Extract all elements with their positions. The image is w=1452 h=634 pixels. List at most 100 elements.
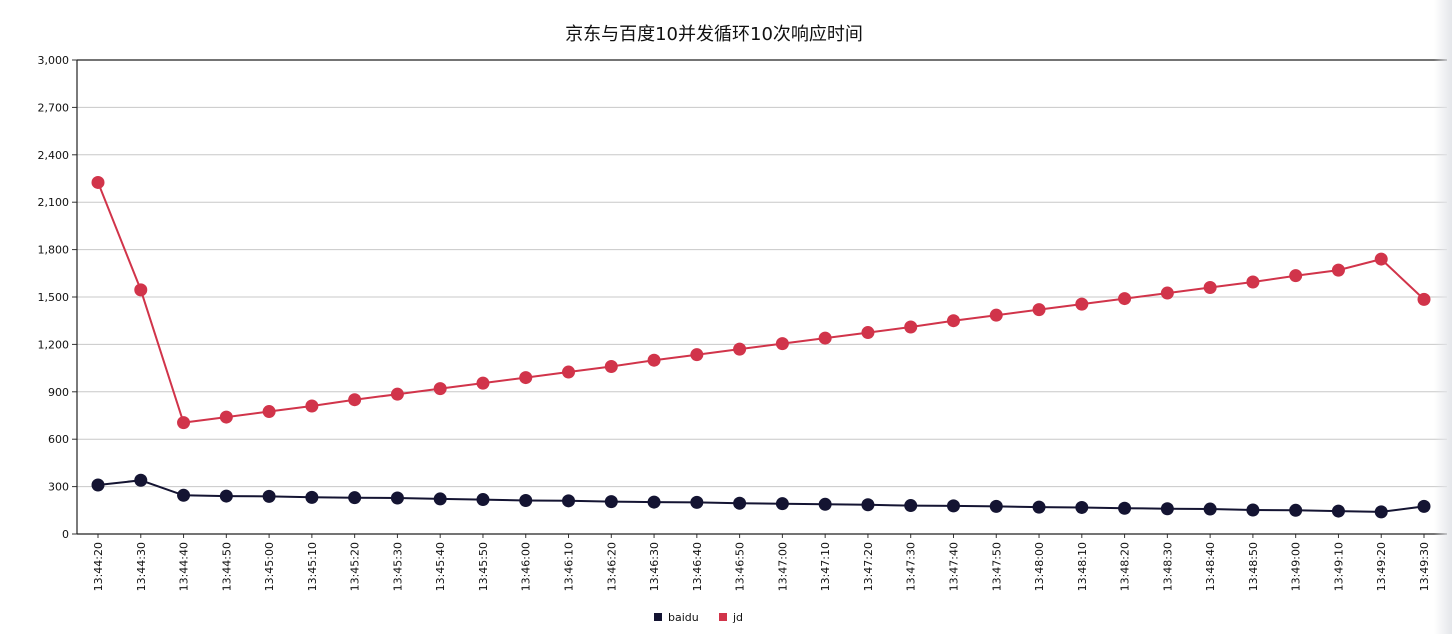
x-tick-label: 13:46:40 [691, 542, 704, 591]
series-layer [91, 175, 1431, 519]
legend-swatch-baidu [654, 613, 662, 621]
y-axis-ticks: 0 300 600 900 1,200 1,500 1,800 2,100 2,400 2,700… [38, 54, 77, 541]
data-point-jd [604, 360, 618, 374]
data-point-jd [262, 405, 276, 419]
data-point-baidu [647, 495, 661, 509]
data-point-baidu [433, 492, 447, 506]
x-tick-label: 13:45:30 [391, 542, 404, 591]
data-point-jd [690, 348, 704, 362]
x-tick-label: 13:44:40 [178, 542, 191, 591]
data-point-jd [1203, 281, 1217, 295]
y-tick-label: 1,500 [38, 291, 70, 304]
x-tick-label: 13:47:30 [905, 542, 918, 591]
data-point-baidu [1331, 504, 1345, 518]
data-point-baidu [134, 473, 148, 487]
data-point-baidu [390, 491, 404, 505]
x-tick-label: 13:49:00 [1290, 542, 1303, 591]
x-tick-label: 13:46:50 [734, 542, 747, 591]
legend-label-baidu: baidu [668, 611, 699, 624]
x-tick-label: 13:49:10 [1332, 542, 1345, 591]
data-point-baidu [1246, 503, 1260, 517]
data-point-baidu [690, 495, 704, 509]
data-point-baidu [861, 498, 875, 512]
x-tick-label: 13:45:10 [306, 542, 319, 591]
data-point-jd [134, 283, 148, 297]
data-point-jd [91, 175, 105, 189]
x-tick-label: 13:49:20 [1375, 542, 1388, 591]
data-point-jd [1160, 286, 1174, 300]
x-tick-label: 13:47:10 [819, 542, 832, 591]
x-tick-label: 13:46:10 [563, 542, 576, 591]
data-point-baidu [91, 478, 105, 492]
series-line-baidu [97, 479, 1425, 513]
data-point-baidu [1118, 501, 1132, 515]
data-point-jd [1246, 275, 1260, 289]
data-point-baidu [904, 499, 918, 513]
grid [77, 59, 1447, 488]
data-point-jd [647, 353, 661, 367]
series-baidu [91, 473, 1431, 519]
data-point-baidu [946, 499, 960, 513]
legend-swatch-jd [719, 613, 727, 621]
y-tick-label: 1,200 [38, 338, 70, 351]
y-tick-label: 2,100 [38, 196, 70, 209]
x-tick-label: 13:48:10 [1076, 542, 1089, 591]
y-tick-label: 900 [48, 386, 69, 399]
data-point-jd [904, 320, 918, 334]
x-tick-label: 13:45:20 [349, 542, 362, 591]
series-line-jd [97, 182, 1425, 424]
data-point-baidu [733, 496, 747, 510]
data-point-jd [989, 308, 1003, 322]
x-tick-label: 13:44:50 [220, 542, 233, 591]
data-point-jd [476, 376, 490, 390]
x-tick-label: 13:47:20 [862, 542, 875, 591]
x-tick-label: 13:47:50 [990, 542, 1003, 591]
y-tick-label: 1,800 [38, 244, 70, 257]
x-tick-label: 13:48:40 [1204, 542, 1217, 591]
axes [76, 59, 1447, 535]
data-point-baidu [1075, 500, 1089, 514]
data-point-jd [348, 393, 362, 407]
data-point-jd [1374, 252, 1388, 266]
data-point-baidu [219, 489, 233, 503]
data-point-jd [818, 331, 832, 345]
y-tick-label: 600 [48, 433, 69, 446]
data-point-baidu [262, 489, 276, 503]
chart-title: 京东与百度10并发循环10次响应时间 [565, 24, 863, 45]
x-tick-label: 13:45:40 [434, 542, 447, 591]
data-point-jd [305, 399, 319, 413]
data-point-jd [177, 416, 191, 430]
data-point-baidu [305, 490, 319, 504]
x-tick-label: 13:48:30 [1161, 542, 1174, 591]
x-tick-label: 13:49:30 [1418, 542, 1431, 591]
x-tick-label: 13:46:30 [648, 542, 661, 591]
data-point-baidu [1374, 505, 1388, 519]
y-tick-label: 0 [62, 528, 69, 541]
data-point-baidu [562, 494, 576, 508]
data-point-jd [519, 371, 533, 385]
series-jd [91, 175, 1431, 430]
data-point-jd [946, 314, 960, 328]
data-point-baidu [476, 493, 490, 507]
data-point-jd [1118, 292, 1132, 306]
data-point-baidu [818, 497, 832, 511]
data-point-jd [1289, 269, 1303, 283]
data-point-baidu [1032, 500, 1046, 514]
x-tick-label: 13:46:20 [605, 542, 618, 591]
data-point-jd [1331, 263, 1345, 277]
data-point-baidu [519, 494, 533, 508]
x-tick-label: 13:47:00 [776, 542, 789, 591]
x-tick-label: 13:47:40 [947, 542, 960, 591]
window-edge-shade [1434, 0, 1452, 634]
data-point-jd [1075, 297, 1089, 311]
data-point-jd [562, 365, 576, 379]
x-tick-label: 13:44:20 [92, 542, 105, 591]
data-point-jd [1417, 292, 1431, 306]
data-point-baidu [177, 488, 191, 502]
data-point-baidu [989, 499, 1003, 513]
data-point-jd [390, 387, 404, 401]
data-point-jd [861, 326, 875, 340]
data-point-jd [1032, 303, 1046, 317]
x-tick-label: 13:45:50 [477, 542, 490, 591]
